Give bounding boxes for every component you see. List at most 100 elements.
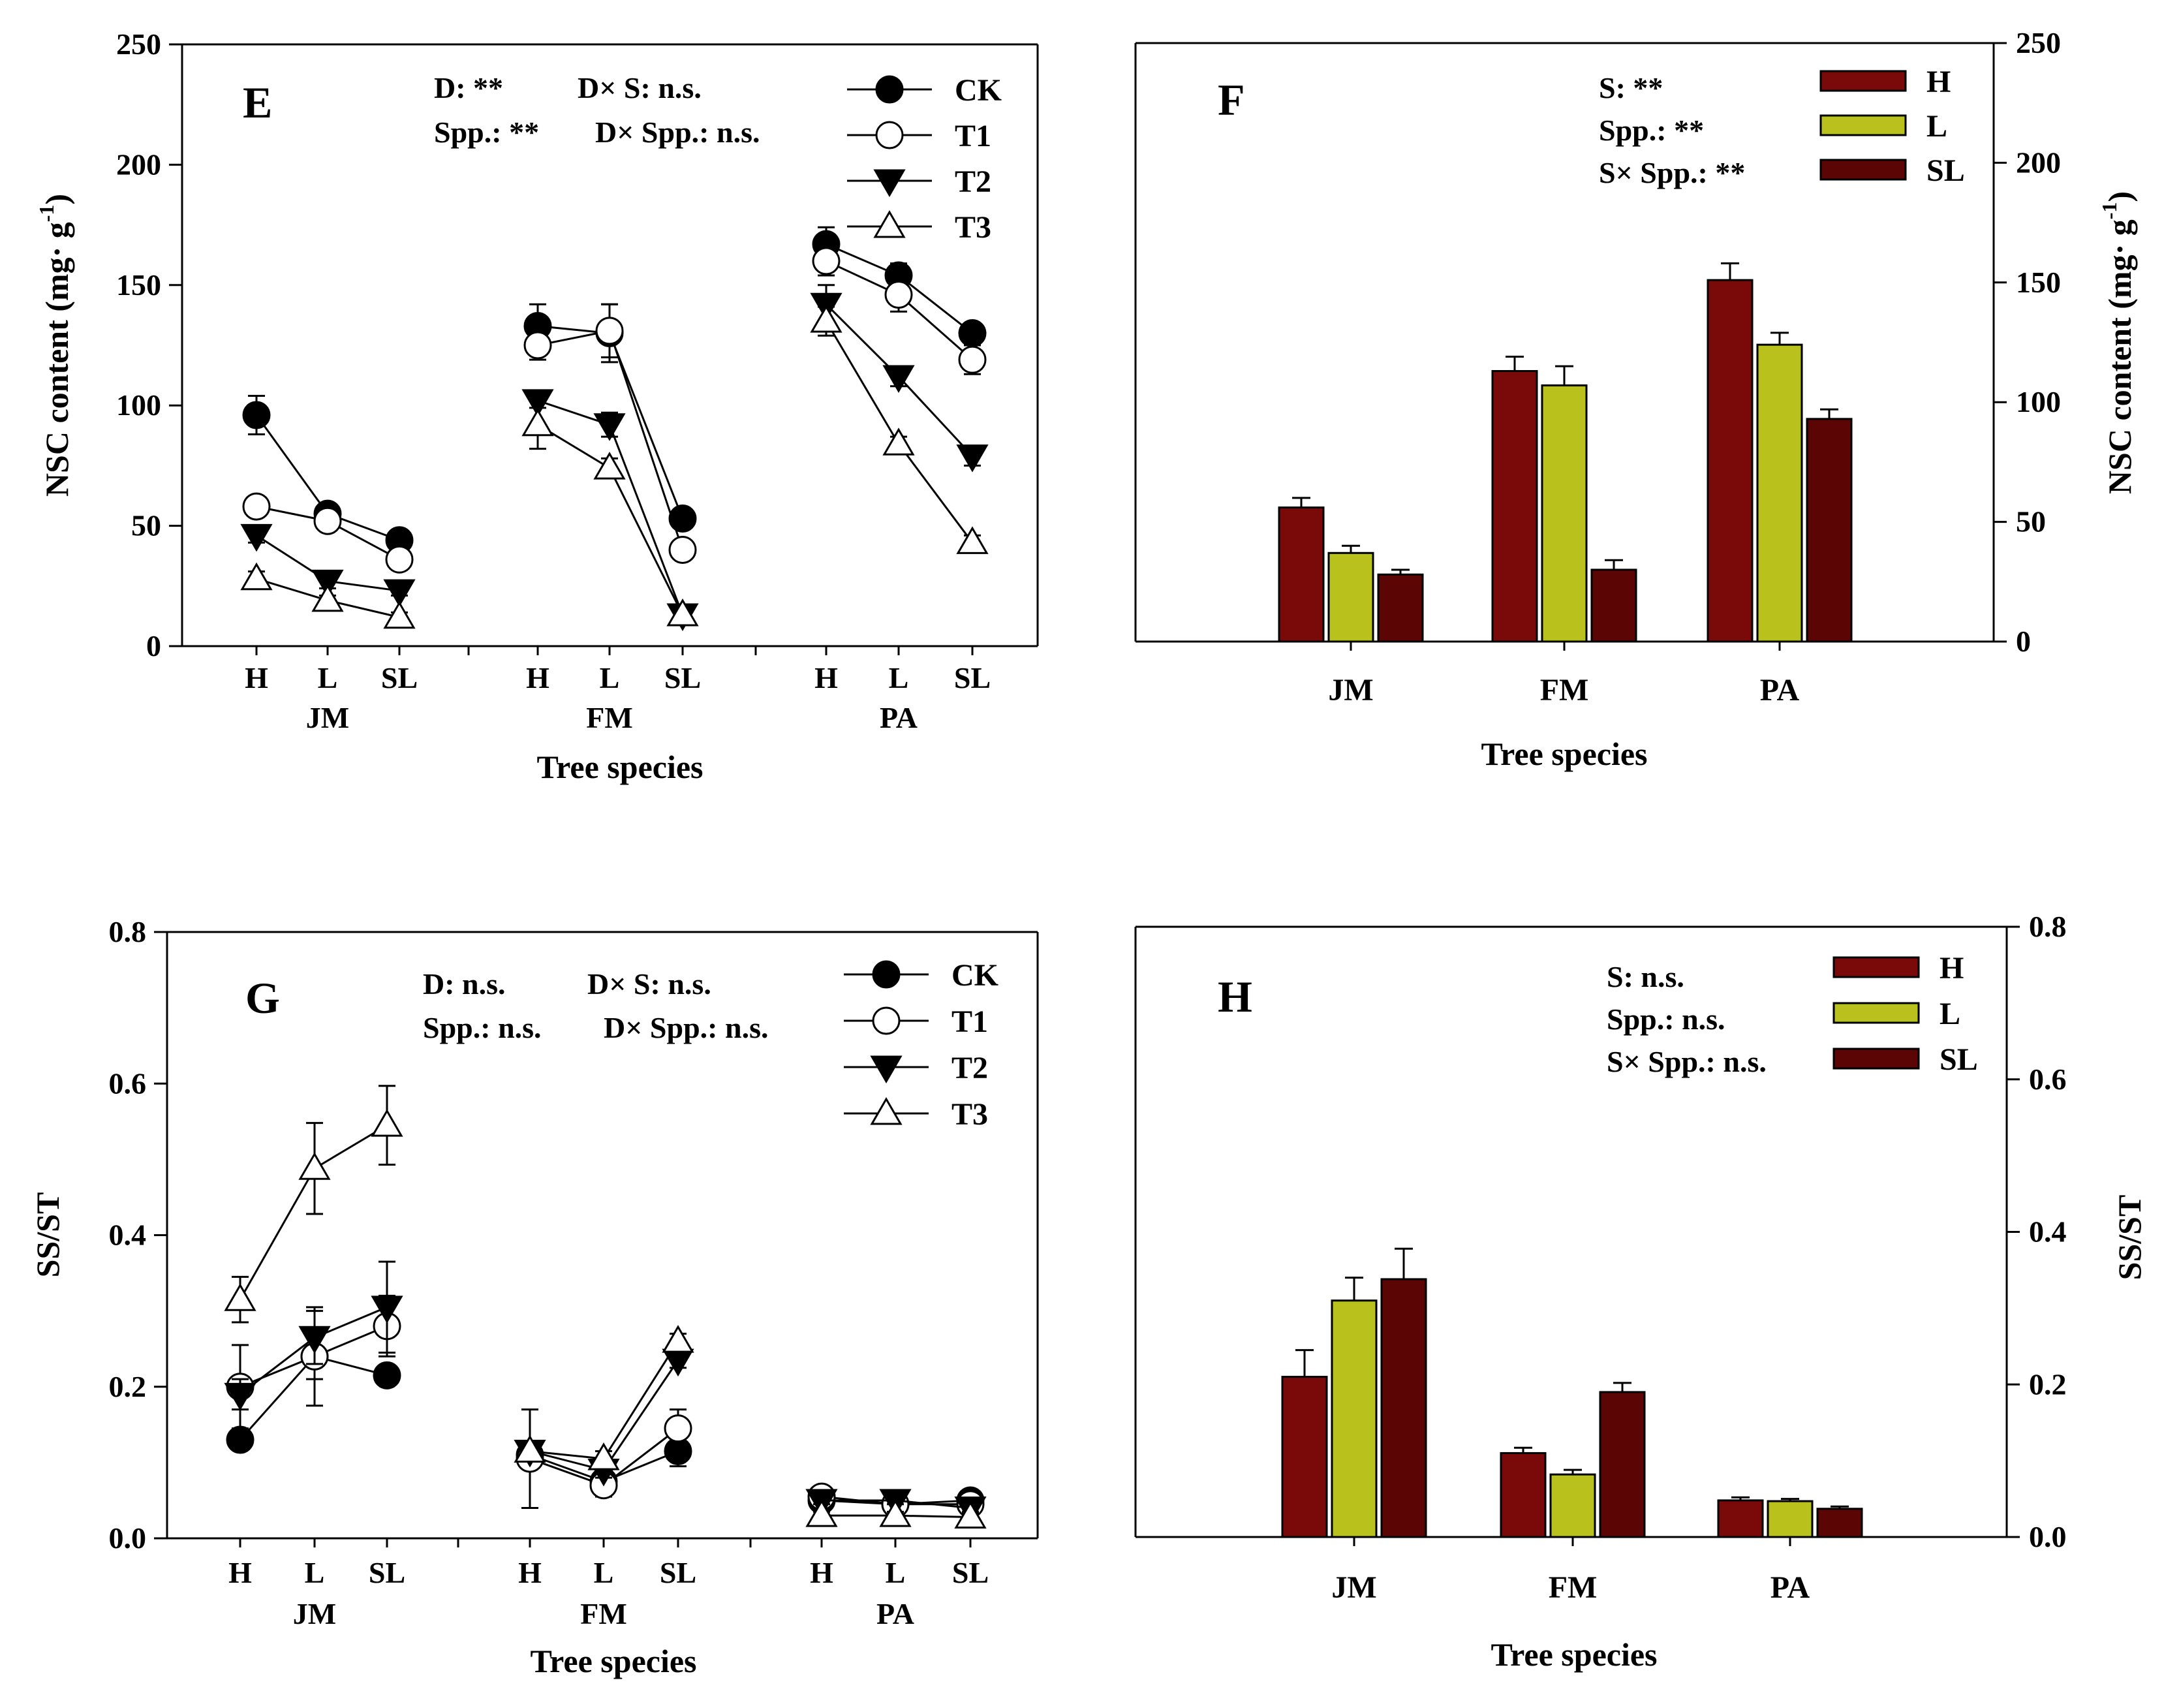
panel-g-point-t3 — [371, 1109, 403, 1137]
panel-g-point-ck — [226, 1425, 255, 1454]
panel-e-point-t3 — [311, 583, 344, 612]
panel-e-y-ticks: 0 50 100 150 200 250 — [116, 27, 182, 662]
panel-h-bar-l — [1331, 1299, 1378, 1538]
panel-e-point-t2-shape — [882, 365, 915, 393]
panel-h-x-label: Tree species — [1491, 1636, 1657, 1673]
panel-g-series-t3 — [224, 1085, 987, 1529]
panel-g-point-t3-shape — [879, 1499, 912, 1527]
panel-e-point-t2-shape — [383, 579, 416, 608]
panel-e-legend: CK T1 T2 T3 — [847, 73, 1002, 245]
panel-e-point-t3 — [521, 408, 554, 437]
panel-f-legend-label: SL — [1926, 153, 1965, 188]
panel-e: E D: ** D× S: n.s. Spp.: ** D× Spp.: n.s… — [35, 27, 1039, 785]
panel-e-point-t2 — [311, 569, 344, 598]
panel-g-stat: D× Spp.: n.s. — [604, 1011, 768, 1044]
panel-h-stat: Spp.: n.s. — [1607, 1002, 1725, 1036]
panel-g-point-t1-shape — [664, 1414, 692, 1443]
panel-g-point-t2 — [371, 1296, 403, 1324]
panel-e-point-t1-shape — [595, 317, 624, 345]
panel-h-legend-swatch-h — [1832, 956, 1920, 978]
panel-e-x-tick-label: SL — [664, 661, 701, 694]
panel-f-y-tick-label: 250 — [2016, 26, 2061, 59]
panel-g-legend-marker-t1-shape — [872, 1006, 901, 1035]
panel-e-legend-marker-t1-shape — [875, 121, 904, 149]
panel-e-series — [240, 226, 989, 632]
panel-e-point-ck — [668, 505, 697, 533]
panel-h-legend-swatch-sl — [1832, 1048, 1920, 1070]
panel-e-stat: D× Spp.: n.s. — [595, 116, 760, 149]
panel-h-y-tick-label: 0.2 — [2029, 1367, 2067, 1401]
panel-h-legend: HL SL — [1832, 951, 1978, 1077]
panel-g-legend-marker-t2 — [870, 1055, 903, 1083]
panel-e-point-t3 — [240, 562, 273, 591]
panel-e-point-t3-shape — [521, 408, 554, 437]
panel-h-stat: S: n.s. — [1607, 960, 1684, 993]
panel-e-legend-marker-t2-shape — [873, 169, 906, 197]
panel-e-point-t3-shape — [810, 305, 842, 333]
panel-e-point-t1-shape — [668, 535, 697, 564]
panel-e-point-t1-shape — [958, 345, 987, 374]
panel-h-legend-swatch-l — [1832, 1002, 1920, 1024]
panel-e-point-t3 — [882, 427, 915, 456]
panel-g-legend: CK T1 T2 T3 — [844, 958, 998, 1132]
panel-f-y-tick-label: 100 — [2016, 385, 2061, 418]
panel-h-y-tick-label: 0.0 — [2029, 1520, 2067, 1553]
panel-f-series-l — [1327, 332, 1803, 643]
panel-g-point-t2-shape — [224, 1382, 256, 1411]
panel-e-x-tick-label: H — [526, 661, 549, 694]
panel-g-x-tick-label: L — [594, 1556, 614, 1589]
panel-f-bar-sl — [1377, 573, 1424, 643]
panel-e-point-t3-shape — [882, 427, 915, 456]
panel-e-x-tick-label: SL — [381, 661, 418, 694]
panel-h-stat: S× Spp.: n.s. — [1607, 1045, 1767, 1078]
panel-e-point-t1-shape — [884, 281, 913, 309]
panel-f-bar-sl — [1806, 418, 1853, 643]
panel-e-point-t3-shape — [383, 600, 416, 629]
panel-e-point-t3 — [593, 452, 626, 480]
panel-g-y-tick-label: 0.8 — [109, 915, 147, 948]
panel-e-point-t3 — [383, 600, 416, 629]
panel-g-x-tick-label: L — [305, 1556, 325, 1589]
panel-e-stat: D: ** — [434, 71, 503, 104]
panel-g-legend-label: T1 — [951, 1004, 988, 1039]
panel-h-legend-label: SL — [1940, 1042, 1978, 1077]
panel-g-x-tick-label: H — [518, 1556, 542, 1589]
panel-e-legend-marker-t3-shape — [873, 210, 906, 238]
panel-g-point-ck-shape — [373, 1361, 401, 1390]
panel-e-series-t3 — [240, 305, 989, 629]
panel-g-x-label: Tree species — [530, 1643, 696, 1679]
panel-h-y-tick-label: 0.8 — [2029, 910, 2067, 943]
panel-e-stat: D× S: n.s. — [578, 71, 702, 104]
panel-f-y-ticks: 0 50 100 150 200 250 — [1994, 26, 2061, 658]
panel-f-bar-h — [1707, 279, 1754, 643]
panel-g-point-t3-shape — [514, 1435, 546, 1463]
panel-f-y-label: NSC content (mg· g-1) — [2097, 191, 2138, 494]
panel-e-point-t3 — [956, 526, 989, 554]
panel-g-legend-label: CK — [951, 958, 998, 993]
panel-h-y-tick-label: 0.6 — [2029, 1063, 2067, 1096]
panel-g: G D: n.s. D× S: n.s. Spp.: n.s. D× Spp.:… — [29, 915, 1039, 1679]
panel-g-x-ticks: H L SL JM H L SL FM H L SL PA — [228, 1538, 989, 1630]
panel-e-point-t2-shape — [593, 413, 626, 441]
panel-h-bar-sl — [1599, 1391, 1646, 1538]
panel-f-y-tick-label: 200 — [2016, 146, 2061, 179]
panel-h-x-tick-label: JM — [1331, 1570, 1376, 1605]
panel-h-bar-sl — [1816, 1508, 1863, 1538]
panel-h-bars — [1281, 1247, 1863, 1538]
panel-e-point-t2 — [882, 365, 915, 393]
panel-e-group-label: FM — [586, 701, 633, 734]
panel-g-legend-marker-t1 — [872, 1006, 901, 1035]
panel-g-point-t2-shape — [298, 1326, 331, 1354]
panel-e-legend-label: T3 — [955, 210, 991, 245]
panel-g-point-t3 — [954, 1500, 987, 1529]
panel-e-legend-marker-t3 — [873, 210, 906, 238]
panel-e-y-tick-label: 150 — [116, 268, 161, 302]
panel-g-point-t3-shape — [587, 1442, 620, 1470]
panel-f-x-ticks: JM FM PA — [1328, 642, 1800, 707]
panel-h: H S: n.s. Spp.: n.s. S× Spp.: n.s. SS/ST… — [1134, 910, 2148, 1673]
panel-e-point-t1 — [958, 345, 987, 374]
panel-f-series-h — [1278, 262, 1754, 643]
panel-e-series-t1 — [242, 245, 987, 574]
panel-g-point-t1 — [664, 1414, 692, 1443]
